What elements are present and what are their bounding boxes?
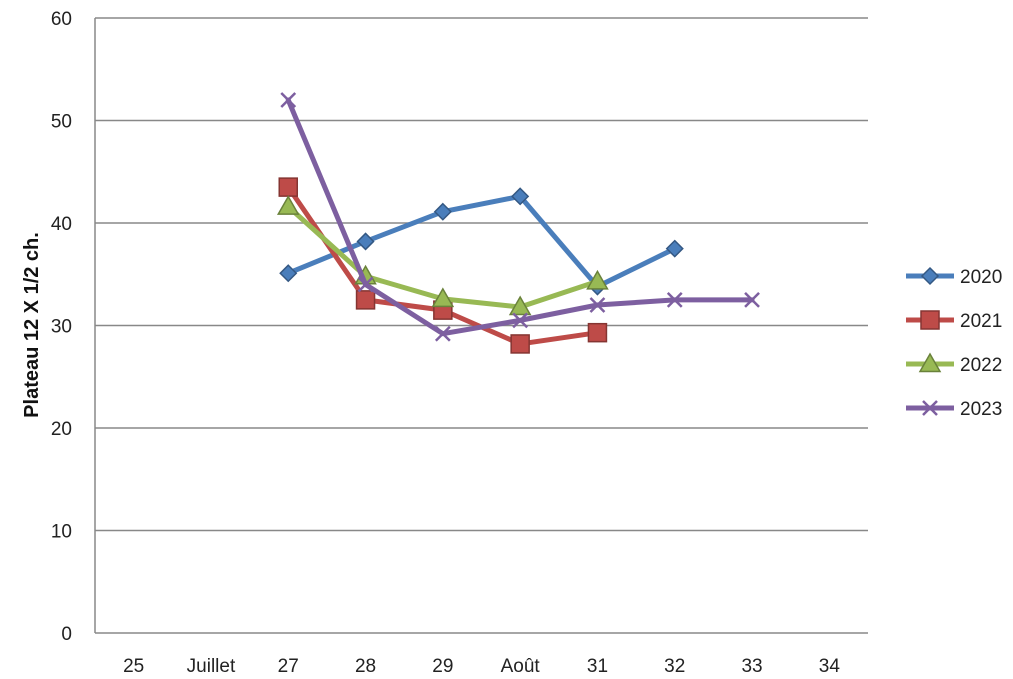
data-point-x — [280, 92, 297, 108]
data-point-triangle — [508, 295, 532, 316]
legend-item: 2021 — [906, 310, 1002, 332]
x-tick-label: 27 — [278, 656, 299, 677]
x-tick-labels: 25 Juillet 27 28 29 Août 31 32 33 34 — [123, 656, 840, 677]
x-tick-label: 31 — [587, 656, 608, 677]
legend-label: 2023 — [960, 399, 1002, 420]
x-tick-label: 32 — [664, 656, 685, 677]
data-point-square — [355, 290, 376, 310]
data-point-diamond — [433, 202, 452, 221]
y-tick-label: 50 — [51, 112, 72, 133]
data-point-x — [744, 291, 760, 308]
data-point-square — [587, 322, 608, 343]
data-point-triangle — [431, 287, 455, 308]
legend-label: 2021 — [960, 311, 1002, 332]
y-tick-label: 20 — [51, 419, 72, 440]
y-tick-label: 10 — [51, 522, 72, 543]
x-tick-label: 28 — [355, 656, 376, 677]
data-point-diamond — [356, 232, 375, 251]
data-point-diamond — [511, 187, 530, 206]
legend-item: 2023 — [906, 399, 1002, 420]
legend-marker — [920, 310, 940, 330]
x-tick-label: 34 — [819, 656, 841, 677]
data-point-triangle — [586, 269, 609, 290]
y-tick-label: 30 — [51, 317, 72, 338]
data-point-x — [434, 325, 451, 342]
y-tick-label: 60 — [51, 9, 72, 30]
data-point-diamond — [279, 264, 298, 283]
data-point-x — [666, 291, 683, 308]
data-point-square — [510, 334, 530, 354]
legend-item: 2020 — [906, 266, 1002, 288]
axes — [94, 18, 868, 634]
legend-label: 2022 — [960, 355, 1002, 376]
data-point-x — [512, 312, 529, 329]
series-2020 — [279, 187, 684, 296]
gridlines — [95, 17, 868, 532]
legend: 2020 2021 2022 2023 — [906, 266, 1002, 420]
data-point-triangle — [276, 195, 300, 215]
legend-label: 2020 — [960, 267, 1002, 288]
y-tick-label: 0 — [61, 624, 72, 645]
series-2023 — [280, 92, 760, 342]
legend-item: 2022 — [906, 352, 1002, 376]
legend-marker — [918, 352, 942, 373]
data-point-square — [278, 177, 298, 197]
series-group — [276, 92, 760, 354]
x-tick-label: 33 — [741, 656, 762, 677]
legend-marker — [920, 266, 940, 286]
legend-marker — [922, 400, 938, 416]
series-line — [285, 193, 678, 290]
x-tick-label: 29 — [432, 656, 453, 677]
data-point-diamond — [665, 239, 684, 258]
data-point-x — [357, 276, 374, 293]
y-axis-label: Plateau 12 X 1/2 ch. — [21, 232, 43, 418]
y-tick-label: 40 — [51, 214, 72, 235]
y-tick-labels: 0 10 20 30 40 50 60 — [51, 9, 72, 645]
x-tick-label: Août — [501, 656, 541, 677]
data-point-x — [589, 297, 606, 313]
series-2021 — [278, 177, 608, 354]
x-tick-label: 25 — [123, 656, 144, 677]
x-tick-label: Juillet — [187, 656, 236, 677]
